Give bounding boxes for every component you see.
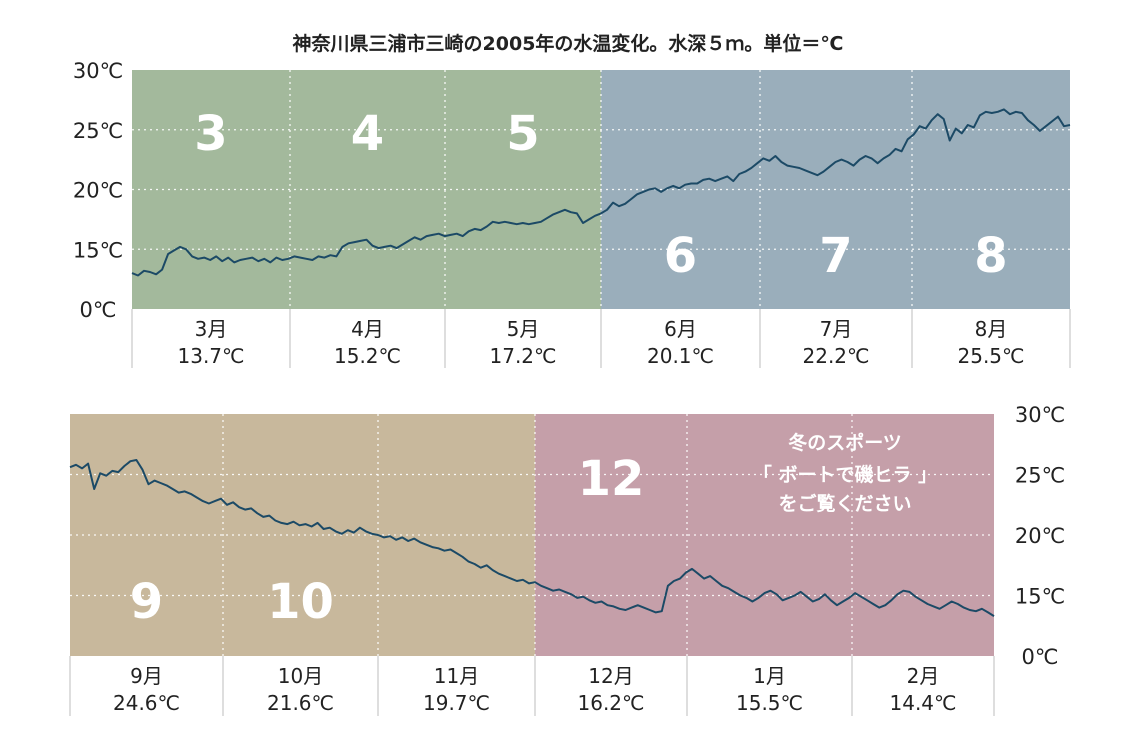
month-average: 20.1℃ bbox=[647, 344, 714, 368]
winter-sports-note: 冬のスポーツ 「 ボートで磯ヒラ 」 をご覧ください bbox=[753, 431, 937, 515]
month-label: 7月 bbox=[820, 317, 853, 341]
month-average: 25.5℃ bbox=[958, 344, 1025, 368]
month-number-big: 5 bbox=[506, 106, 539, 162]
month-label: 1月 bbox=[753, 664, 786, 688]
temperature-series-line bbox=[69, 459, 995, 617]
note-line-2: 「 ボートで磯ヒラ 」 bbox=[753, 463, 937, 486]
month-average: 22.2℃ bbox=[803, 344, 870, 368]
month-number-big: 6 bbox=[664, 228, 697, 284]
month-number-big: 4 bbox=[351, 106, 384, 162]
y-tick-label: 15℃ bbox=[1015, 585, 1065, 609]
temperature-series-line bbox=[131, 108, 1071, 277]
month-average: 21.6℃ bbox=[267, 691, 334, 715]
panel-top: 30℃ 25℃ 20℃ 15℃ 0℃ 3 4 5 6 7 8 3月 13.7℃ 4月 15.2℃ 5月 17.2… bbox=[73, 59, 1071, 368]
y-tick-label: 0℃ bbox=[1022, 645, 1059, 669]
month-number-big: 10 bbox=[267, 574, 334, 630]
y-tick-label: 30℃ bbox=[73, 59, 123, 83]
y-tick-label: 20℃ bbox=[73, 179, 123, 203]
y-tick-label: 30℃ bbox=[1015, 403, 1065, 427]
chart-title: 神奈川県三浦市三崎の2005年の水温変化。水深５ｍ。単位＝℃ bbox=[293, 32, 844, 55]
month-average: 16.2℃ bbox=[578, 691, 645, 715]
month-average: 15.5℃ bbox=[736, 691, 803, 715]
note-line-1: 冬のスポーツ bbox=[788, 431, 902, 454]
month-label: 5月 bbox=[507, 317, 540, 341]
month-number-big: 7 bbox=[819, 228, 852, 284]
month-number-big: 12 bbox=[578, 451, 645, 507]
month-average: 14.4℃ bbox=[890, 691, 957, 715]
y-tick-label: 20℃ bbox=[1015, 524, 1065, 548]
month-label: 4月 bbox=[351, 317, 384, 341]
month-label: 9月 bbox=[130, 664, 163, 688]
month-average: 15.2℃ bbox=[334, 344, 401, 368]
month-average: 24.6℃ bbox=[113, 691, 180, 715]
month-number-big: 9 bbox=[130, 574, 163, 630]
month-number-big: 3 bbox=[194, 106, 227, 162]
note-line-3: をご覧ください bbox=[778, 492, 911, 515]
month-label: 11月 bbox=[434, 664, 479, 688]
month-label: 3月 bbox=[195, 317, 228, 341]
month-label: 10月 bbox=[278, 664, 323, 688]
month-average: 13.7℃ bbox=[178, 344, 245, 368]
y-tick-label: 25℃ bbox=[73, 119, 123, 143]
month-label: 2月 bbox=[907, 664, 940, 688]
y-tick-label: 15℃ bbox=[73, 238, 123, 262]
month-average: 17.2℃ bbox=[490, 344, 557, 368]
month-average: 19.7℃ bbox=[423, 691, 490, 715]
season-band-9-10-11 bbox=[70, 414, 535, 656]
y-tick-label: 0℃ bbox=[80, 298, 117, 322]
month-label: 8月 bbox=[975, 317, 1008, 341]
panel-bottom: 30℃ 25℃ 20℃ 15℃ 0℃ 9 10 12 9月 24.6℃ 10月 21.6℃ 11月 19.… bbox=[69, 403, 1065, 716]
month-label: 12月 bbox=[588, 664, 633, 688]
month-number-big: 8 bbox=[974, 228, 1007, 284]
month-label: 6月 bbox=[664, 317, 697, 341]
y-tick-label: 25℃ bbox=[1015, 464, 1065, 488]
